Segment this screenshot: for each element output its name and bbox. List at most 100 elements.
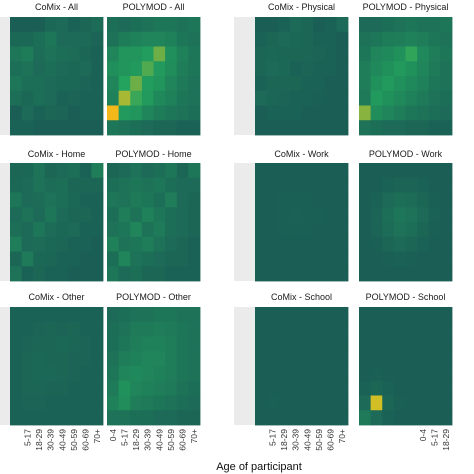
heatmap-cell: [165, 222, 178, 238]
heatmap-cell: [130, 192, 143, 208]
heatmap-cell: [153, 336, 166, 352]
heatmap-cell: [118, 336, 131, 352]
heatmap-cell: [417, 90, 430, 106]
heatmap-cell: [324, 90, 337, 106]
heatmap-cell: [33, 90, 46, 106]
heatmap-cell: [324, 17, 337, 33]
heatmap-cell: [324, 351, 337, 367]
heatmap-cell: [266, 61, 279, 77]
heatmap-cell: [118, 410, 131, 426]
heatmap-cell: [324, 307, 337, 323]
heatmap-cell: [405, 366, 418, 382]
heatmap-cell: [153, 192, 166, 208]
heatmap-cell: [440, 251, 453, 267]
heatmap-cell: [370, 46, 383, 62]
heatmap-cell: [44, 222, 57, 238]
heatmap-cell: [153, 410, 166, 426]
heatmap-cell: [313, 90, 326, 106]
heatmap-cell: [130, 61, 143, 77]
heatmap-cell: [278, 410, 291, 426]
heatmap-cell: [130, 266, 143, 282]
heatmap-cell: [255, 177, 268, 193]
heatmap-cell: [176, 307, 189, 323]
heatmap-cell: [382, 17, 395, 33]
heatmap-cell: [405, 222, 418, 238]
heatmap-cell: [324, 120, 337, 136]
heatmap-cell: [21, 207, 34, 223]
heatmap-cell: [21, 366, 34, 382]
heatmap-cell: [130, 163, 143, 179]
heatmap-cell: [107, 105, 120, 121]
heatmap-cell: [107, 177, 120, 193]
heatmap-cell: [440, 366, 453, 382]
heatmap-cell: [359, 351, 372, 367]
heatmap-cell: [440, 163, 453, 179]
heatmap-cell: [428, 336, 441, 352]
heatmap-cell: [56, 236, 69, 252]
heatmap-cell: [91, 207, 104, 223]
heatmap-cell: [56, 410, 69, 426]
heatmap-cell: [118, 222, 131, 238]
heatmap-cell: [382, 336, 395, 352]
heatmap-cell: [153, 61, 166, 77]
heatmap-cell: [359, 366, 372, 382]
heatmap-cell: [278, 120, 291, 136]
heatmap-cell: [370, 236, 383, 252]
heatmap-cell: [68, 192, 81, 208]
heatmap-cell: [56, 192, 69, 208]
heatmap-cell: [255, 105, 268, 121]
heatmap-cell: [188, 46, 201, 62]
heatmap-cell: [153, 46, 166, 62]
heatmap-cell: [118, 105, 131, 121]
heatmap-cell: [313, 207, 326, 223]
heatmap-cell: [336, 105, 349, 121]
heatmap-cell: [91, 251, 104, 267]
heatmap-cell: [278, 76, 291, 92]
heatmap-cell: [382, 266, 395, 282]
heatmap-cell: [266, 336, 279, 352]
heatmap-cell: [10, 207, 23, 223]
heatmap-cell: [107, 31, 120, 47]
heatmap-cell: [79, 61, 92, 77]
heatmap-cell: [393, 31, 406, 47]
heatmap-cell: [153, 76, 166, 92]
heatmap-cell: [44, 410, 57, 426]
heatmap-cell: [118, 76, 131, 92]
heatmap-cell: [405, 307, 418, 323]
heatmap-cell: [165, 177, 178, 193]
heatmap-cell: [153, 366, 166, 382]
heatmap-cell: [188, 395, 201, 411]
heatmap-cell: [141, 336, 154, 352]
heatmap-cell: [21, 120, 34, 136]
heatmap-cell: [278, 366, 291, 382]
heatmap-cell: [382, 120, 395, 136]
heatmap-cell: [107, 17, 120, 33]
heatmap-cell: [301, 251, 314, 267]
heatmap-cell: [107, 163, 120, 179]
x-tick-label: 70+: [189, 429, 199, 443]
heatmap-cell: [118, 395, 131, 411]
heatmap-cell: [336, 120, 349, 136]
heatmap-cell: [130, 410, 143, 426]
heatmap-cell: [370, 207, 383, 223]
heatmap-cell: [91, 90, 104, 106]
heatmap-cell: [21, 395, 34, 411]
heatmap-cell: [382, 31, 395, 47]
heatmap-cell: [118, 207, 131, 223]
heatmap-cell: [91, 307, 104, 323]
heatmap-cell: [417, 31, 430, 47]
heatmap-cell: [313, 192, 326, 208]
heatmap-cell: [107, 207, 120, 223]
heatmap-cell: [278, 251, 291, 267]
heatmap-cell: [79, 380, 92, 396]
heatmap-cell: [255, 307, 268, 323]
heatmap-cell: [393, 46, 406, 62]
heatmap-cell: [382, 380, 395, 396]
heatmap-cell: [278, 177, 291, 193]
heatmap-cell: [188, 307, 201, 323]
heatmap-cell: [130, 76, 143, 92]
heatmap-cell: [33, 366, 46, 382]
heatmap-cell: [21, 46, 34, 62]
heatmap-cell: [130, 177, 143, 193]
heatmap-cell: [324, 251, 337, 267]
